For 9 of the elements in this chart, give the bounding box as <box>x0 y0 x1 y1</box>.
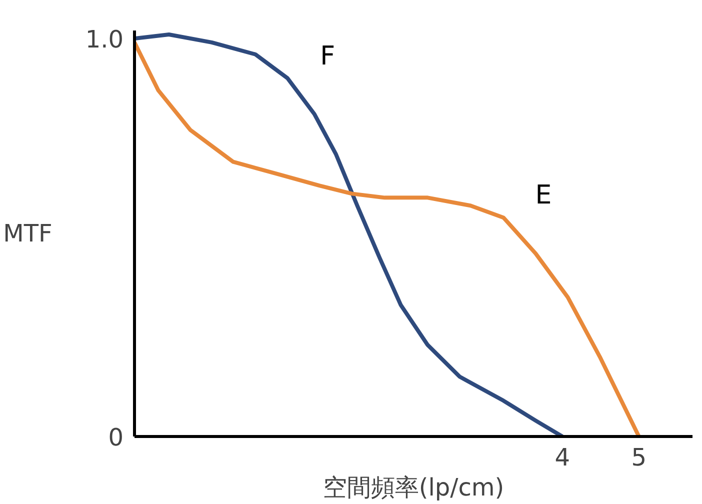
series-label: F <box>320 41 336 72</box>
line-series <box>134 40 641 436</box>
y-axis-title: MTF <box>3 220 52 248</box>
series-label: E <box>535 180 552 211</box>
x-axis-title: 空間頻率(lp/cm) <box>322 474 504 502</box>
y-tick-label: 1.0 <box>85 25 124 54</box>
y-tick-label: 0 <box>108 424 124 452</box>
x-tick-label: 5 <box>631 444 647 472</box>
x-tick-label: 4 <box>554 444 570 472</box>
